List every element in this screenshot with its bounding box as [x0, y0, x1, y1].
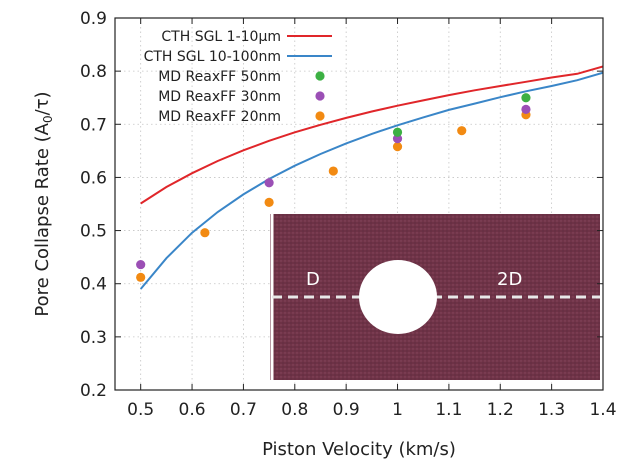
legend-label-1: CTH SGL 1-10μm — [161, 29, 281, 45]
md-point-series-3 — [328, 166, 338, 176]
legend: CTH SGL 1-10μm CTH SGL 10-100nm MD ReaxFF … — [144, 29, 332, 125]
legend-swatch-point-3 — [315, 71, 325, 81]
legend-label-4: MD ReaxFF 30nm — [158, 89, 281, 105]
y-tick-label: 0.8 — [80, 62, 107, 82]
curve-line-1 — [140, 65, 603, 205]
y-axis-title-tail: /τ) — [32, 91, 53, 115]
md-point-series-3 — [457, 126, 467, 136]
md-points — [136, 93, 531, 282]
md-point-series-2 — [264, 178, 274, 188]
x-tick-label: 0.7 — [230, 400, 257, 420]
x-tick-label: 1 — [392, 400, 403, 420]
x-tick-label: 1.3 — [538, 400, 565, 420]
y-tick-label: 0.9 — [80, 9, 107, 29]
x-axis-title: Piston Velocity (km/s) — [262, 439, 456, 460]
md-point-series-1 — [392, 127, 403, 137]
inset-label-d: D — [306, 269, 320, 290]
model-curves — [139, 65, 603, 290]
md-point-series-1 — [521, 93, 531, 103]
md-point-series-3 — [136, 272, 146, 282]
x-tick-label: 1.4 — [589, 400, 616, 420]
y-tick-label: 0.6 — [80, 168, 107, 188]
x-tick-label: 0.9 — [333, 400, 360, 420]
plot-frame — [114, 17, 604, 391]
y-axis-title: Pore Collapse Rate (A0/τ) — [32, 91, 55, 316]
x-tick-label: 0.8 — [281, 400, 308, 420]
y-tick-label: 0.2 — [80, 381, 107, 401]
y-axis-title-subscript: 0 — [41, 115, 55, 123]
md-point-series-3 — [392, 142, 403, 152]
y-tick-label: 0.5 — [80, 222, 107, 242]
legend-swatch-point-4 — [315, 91, 325, 101]
x-tick-label: 0.6 — [179, 400, 206, 420]
md-point-series-3 — [264, 197, 274, 208]
md-point-series-2 — [521, 104, 531, 115]
y-tick-label: 0.3 — [80, 328, 107, 348]
inset-pore — [359, 260, 437, 334]
md-point-series-2 — [136, 259, 146, 270]
legend-swatch-point-5 — [315, 111, 325, 121]
x-tick-label: 1.1 — [435, 400, 462, 420]
legend-label-2: CTH SGL 10-100nm — [144, 49, 281, 65]
x-tick-label: 0.5 — [127, 400, 154, 420]
y-tick-label: 0.4 — [80, 275, 107, 295]
y-axis-title-main: Pore Collapse Rate (A — [32, 122, 53, 316]
md-point-series-2 — [392, 134, 403, 144]
inset-label-2d: 2D — [497, 269, 522, 290]
legend-label-5: MD ReaxFF 20nm — [158, 109, 281, 125]
y-axis-ticks: 0.2 0.3 0.4 0.5 0.6 0.7 0.8 0.9 — [80, 9, 603, 401]
md-point-series-3 — [200, 228, 210, 238]
legend-label-3: MD ReaxFF 50nm — [158, 69, 281, 85]
x-axis-ticks: 0.5 0.6 0.7 0.8 0.9 1 1.1 1.2 1.3 1.4 — [127, 18, 617, 420]
x-tick-label: 1.2 — [487, 400, 514, 420]
curve-line-2 — [139, 71, 603, 290]
grid-lines — [115, 18, 603, 390]
y-tick-label: 0.7 — [80, 115, 107, 135]
simulation-inset: D 2D — [270, 214, 600, 380]
